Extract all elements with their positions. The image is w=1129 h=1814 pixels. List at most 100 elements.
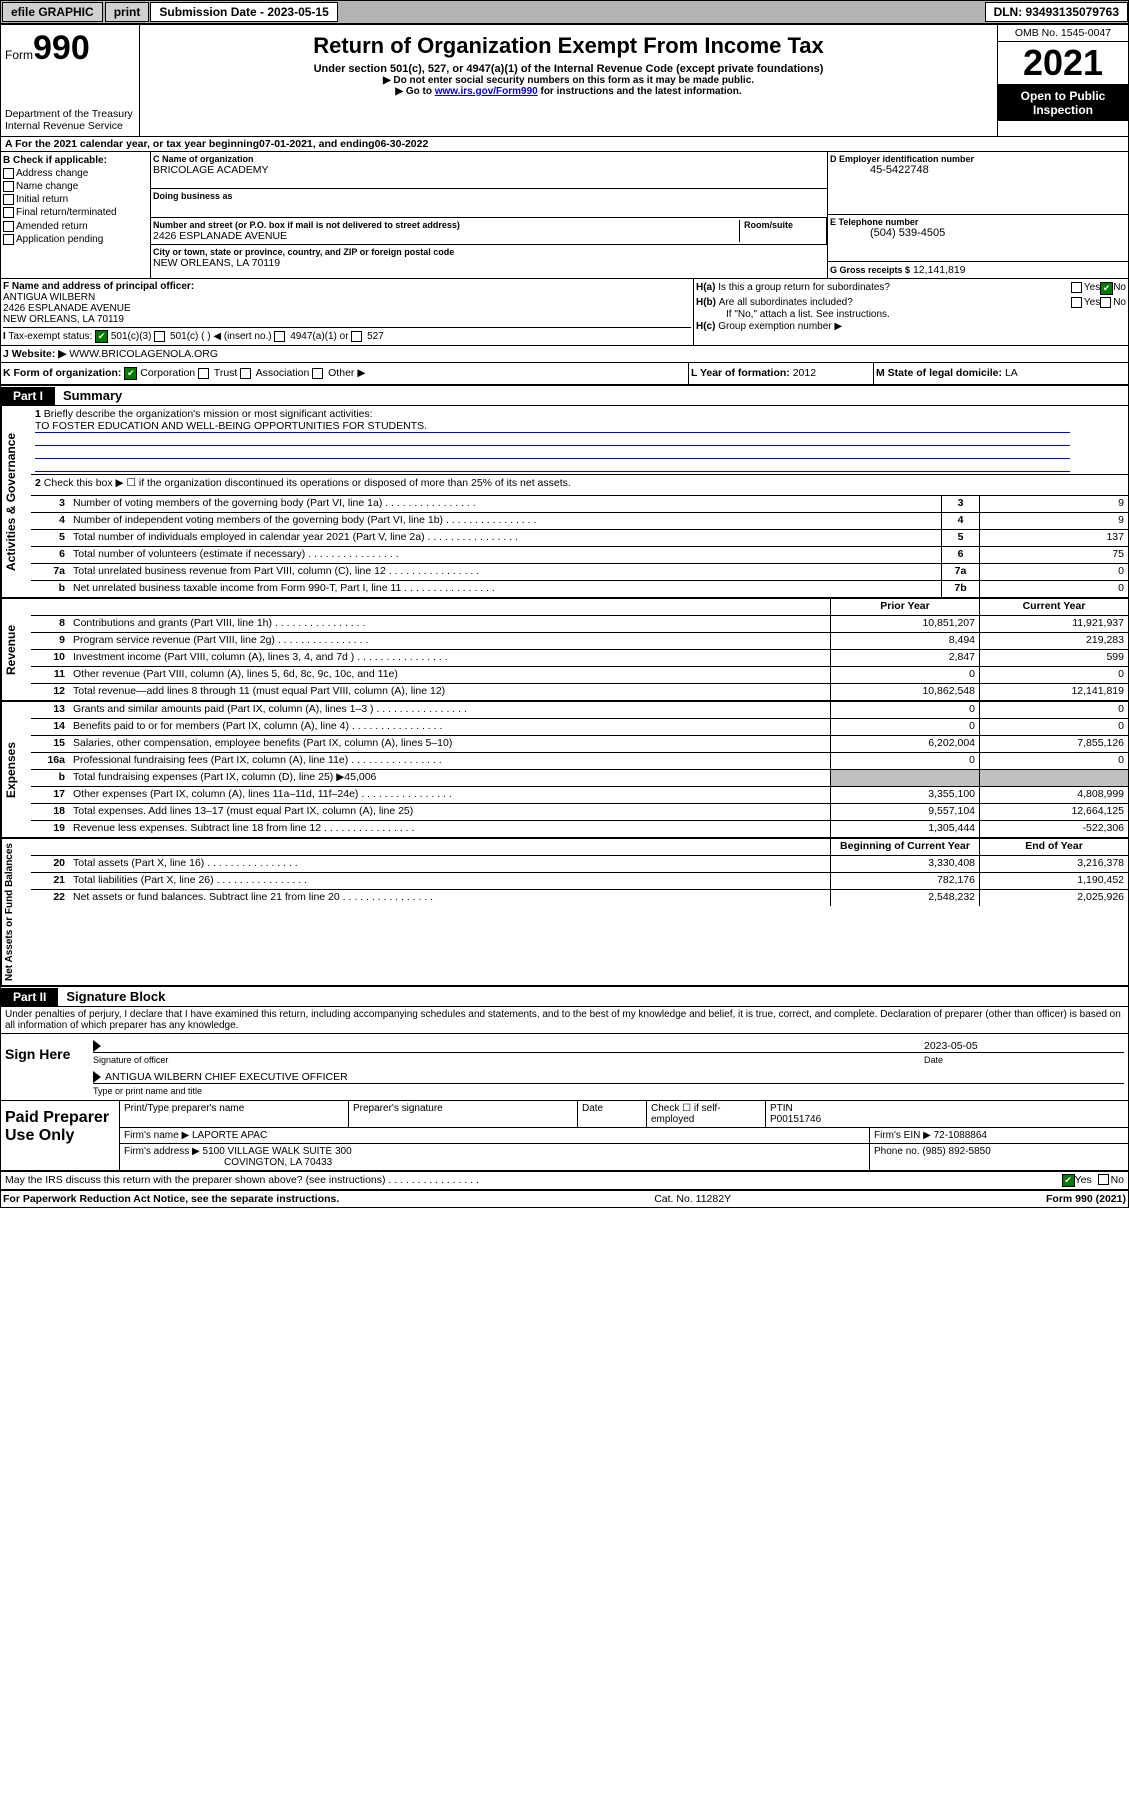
header-right: OMB No. 1545-0047 2021 Open to Public In… [997, 25, 1128, 136]
row-a: A For the 2021 calendar year, or tax yea… [1, 137, 1128, 152]
chk-address[interactable] [3, 168, 14, 179]
l6-val: 75 [979, 547, 1128, 563]
l6-num: 6 [31, 547, 69, 563]
col-b: B Check if applicable: Address change Na… [1, 152, 151, 278]
opt-amended: Amended return [16, 221, 88, 232]
chk-other[interactable] [312, 368, 323, 379]
chk-corp[interactable]: ✔ [124, 367, 137, 380]
l4-val: 9 [979, 513, 1128, 529]
open-public-label: Open to Public Inspection [998, 85, 1128, 121]
opt-assoc: Association [256, 367, 310, 379]
firm-city: COVINGTON, LA 70433 [124, 1157, 332, 1168]
vert-revenue: Revenue [1, 599, 31, 700]
l8-text: Contributions and grants (Part VIII, lin… [69, 616, 830, 632]
l7a-text: Total unrelated business revenue from Pa… [69, 564, 941, 580]
form-header: Form990 Department of the Treasury Inter… [1, 25, 1128, 137]
footer-cat: Cat. No. 11282Y [654, 1193, 731, 1205]
hb-no: No [1113, 297, 1126, 308]
l1-text: Briefly describe the organization's miss… [44, 408, 373, 420]
form-title: Return of Organization Exempt From Incom… [144, 33, 993, 59]
blank-line-3 [35, 459, 1070, 472]
sign-date: 2023-05-05 [924, 1040, 978, 1052]
chk-ha-yes[interactable] [1071, 282, 1082, 293]
chk-amended[interactable] [3, 221, 14, 232]
vert-netassets: Net Assets or Fund Balances [1, 839, 31, 985]
website-value: WWW.BRICOLAGENOLA.ORG [69, 348, 218, 360]
l6-box: 6 [941, 547, 979, 563]
name-title-label: Type or print name and title [93, 1086, 1124, 1096]
l16b-prior-shaded [830, 770, 979, 786]
ptin-label: PTIN [770, 1103, 1124, 1114]
chk-501c3[interactable]: ✔ [95, 330, 108, 343]
form-container: Form990 Department of the Treasury Inter… [0, 24, 1129, 1208]
i-text: Tax-exempt status: [8, 331, 92, 342]
part1-header: Part I Summary [1, 386, 1128, 406]
chk-501c[interactable] [154, 331, 165, 342]
chk-hb-no[interactable] [1100, 297, 1111, 308]
blank-line-2 [35, 446, 1070, 459]
opt-corp: Corporation [140, 367, 195, 379]
current-header: Current Year [979, 599, 1128, 615]
chk-ha-no[interactable]: ✔ [1100, 282, 1113, 295]
expenses-section: Expenses 13 Grants and similar amounts p… [1, 702, 1128, 839]
l12-num: 12 [31, 684, 69, 700]
prep-name-label: Print/Type preparer's name [120, 1101, 349, 1127]
note2-post: for instructions and the latest informat… [538, 86, 742, 97]
chk-pending[interactable] [3, 234, 14, 245]
col-c: C Name of organization BRICOLAGE ACADEMY… [151, 152, 827, 278]
hb-yes: Yes [1084, 297, 1100, 308]
print-button[interactable]: print [105, 2, 150, 22]
footer-right: Form 990 (2021) [1046, 1193, 1126, 1205]
opt-527: 527 [367, 331, 384, 342]
chk-trust[interactable] [198, 368, 209, 379]
arrow-icon-2 [93, 1071, 101, 1083]
chk-hb-yes[interactable] [1071, 297, 1082, 308]
blank-num-2 [31, 839, 69, 855]
l7b-val: 0 [979, 581, 1128, 597]
l2-num: 2 [35, 477, 41, 489]
chk-initial[interactable] [3, 194, 14, 205]
date-label: Date [924, 1055, 1124, 1065]
l8-prior: 10,851,207 [830, 616, 979, 632]
chk-assoc[interactable] [240, 368, 251, 379]
l5-box: 5 [941, 530, 979, 546]
ha-yes: Yes [1084, 282, 1100, 295]
chk-final[interactable] [3, 207, 14, 218]
l21-current: 1,190,452 [979, 873, 1128, 889]
chk-discuss-no[interactable] [1098, 1174, 1109, 1185]
blank-line-1 [35, 433, 1070, 446]
l7b-box: 7b [941, 581, 979, 597]
l21-prior: 782,176 [830, 873, 979, 889]
blank-text-2 [69, 839, 830, 855]
l15-text: Salaries, other compensation, employee b… [69, 736, 830, 752]
l19-num: 19 [31, 821, 69, 837]
l19-text: Revenue less expenses. Subtract line 18 … [69, 821, 830, 837]
city-label: City or town, state or province, country… [153, 247, 825, 257]
row-j: J Website: ▶ WWW.BRICOLAGENOLA.ORG [1, 346, 1128, 363]
l11-prior: 0 [830, 667, 979, 683]
l11-text: Other revenue (Part VIII, column (A), li… [69, 667, 830, 683]
chk-name[interactable] [3, 181, 14, 192]
l11-num: 11 [31, 667, 69, 683]
arrow-icon [93, 1040, 101, 1052]
chk-527[interactable] [351, 331, 362, 342]
l16a-num: 16a [31, 753, 69, 769]
chk-4947[interactable] [274, 331, 285, 342]
l20-prior: 3,330,408 [830, 856, 979, 872]
f-label: F Name and address of principal officer: [3, 281, 691, 292]
col-h: H(a) Is this a group return for subordin… [693, 279, 1128, 345]
summary-title: Summary [55, 386, 130, 405]
l12-current: 12,141,819 [979, 684, 1128, 700]
l3-box: 3 [941, 496, 979, 512]
row-a-label: A For the 2021 calendar year, or tax yea… [5, 138, 259, 150]
revenue-section: Revenue Prior Year Current Year 8 Contri… [1, 599, 1128, 702]
l17-text: Other expenses (Part IX, column (A), lin… [69, 787, 830, 803]
part1-tab: Part I [1, 387, 55, 405]
col-f: F Name and address of principal officer:… [1, 279, 693, 345]
l2-text: Check this box ▶ ☐ if the organization d… [44, 477, 571, 489]
l6-text: Total number of volunteers (estimate if … [69, 547, 941, 563]
irs-link[interactable]: www.irs.gov/Form990 [435, 86, 538, 97]
chk-discuss-yes[interactable]: ✔ [1062, 1174, 1075, 1187]
firm-name-label: Firm's name ▶ [124, 1130, 189, 1141]
l3-text: Number of voting members of the governin… [69, 496, 941, 512]
